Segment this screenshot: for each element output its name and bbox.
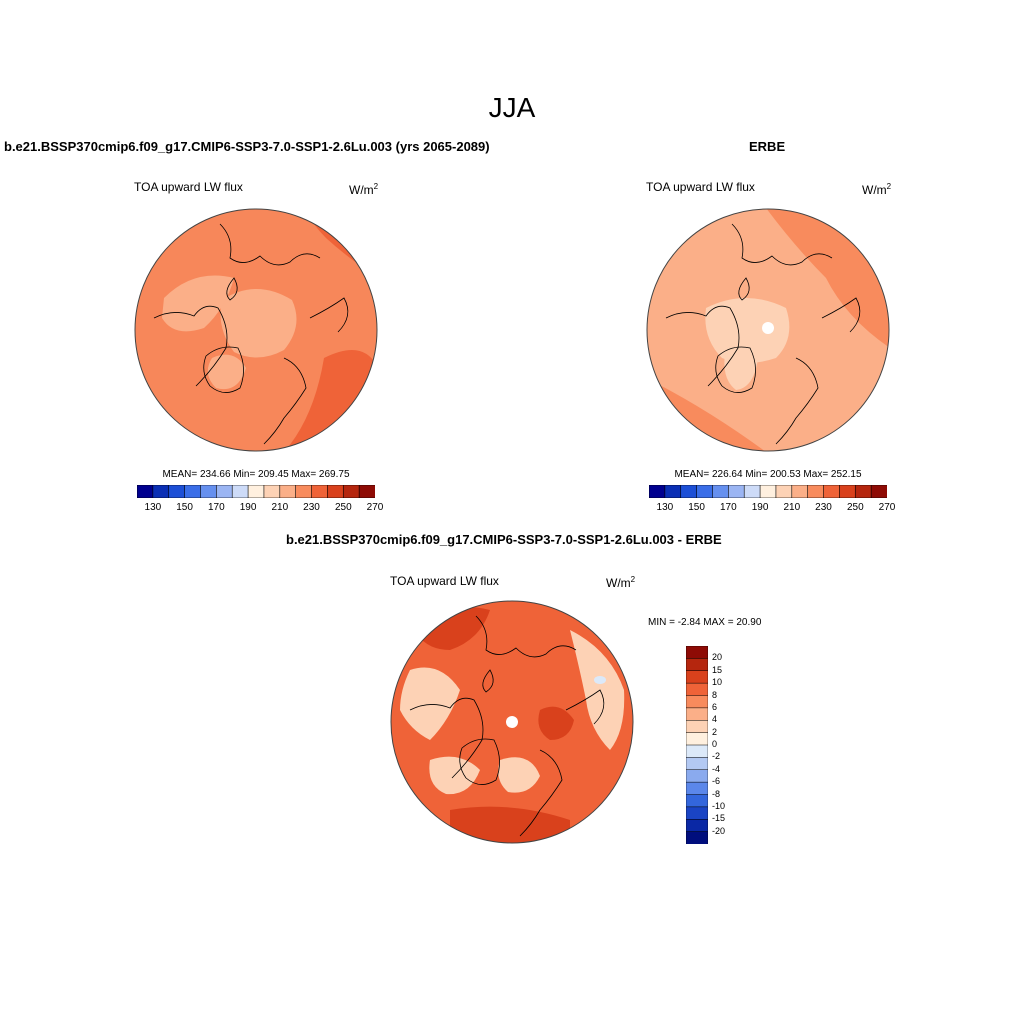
colorbar-swatch [870, 485, 887, 498]
colorbar-swatch [686, 695, 708, 709]
colorbar-tick-label: 8 [712, 689, 718, 700]
colorbar-swatch [686, 658, 708, 672]
colorbar-tick-label: 270 [366, 502, 384, 513]
obs-polar-map [646, 208, 890, 452]
colorbar-tick-label: 10 [712, 677, 723, 688]
colorbar-tick-label: -15 [712, 813, 726, 824]
colorbar-tick-label: 210 [783, 502, 801, 513]
colorbar-swatch [686, 769, 708, 783]
colorbar-tick-label: 130 [656, 502, 674, 513]
colorbar-swatch [686, 670, 708, 684]
colorbar-tick-label: 15 [712, 664, 723, 675]
colorbar-swatch [342, 485, 360, 498]
colorbar-swatch [854, 485, 872, 498]
colorbar-swatch [686, 781, 708, 796]
colorbar-swatch [137, 485, 154, 498]
obs-variable-label: TOA upward LW flux [646, 180, 755, 194]
colorbar-swatch [686, 819, 708, 833]
colorbar-tick-label: -6 [712, 776, 721, 787]
colorbar-swatch [664, 485, 682, 498]
colorbar-tick-label: 250 [334, 502, 352, 513]
colorbar-swatch [686, 646, 708, 659]
colorbar-swatch [649, 485, 666, 498]
colorbar-swatch [775, 485, 793, 498]
diff-units-label: W/m2 [606, 575, 636, 590]
colorbar-swatch [295, 485, 313, 498]
colorbar-swatch [728, 485, 745, 498]
colorbar-tick-label: -2 [712, 751, 721, 762]
colorbar-swatch [168, 485, 186, 498]
colorbar-swatch [686, 720, 708, 734]
colorbar-tick-label: 150 [688, 502, 705, 513]
colorbar-swatch [791, 485, 809, 498]
colorbar-tick-label: -20 [712, 825, 726, 836]
colorbar-swatch [680, 485, 698, 498]
colorbar-swatch [686, 831, 708, 844]
diff-colorbar [686, 646, 708, 844]
diff-panel-title: b.e21.BSSP370cmip6.f09_g17.CMIP6-SSP3-7.… [286, 532, 722, 547]
colorbar-swatch [200, 485, 217, 498]
colorbar-swatch [686, 732, 708, 746]
colorbar-swatch [823, 485, 840, 498]
colorbar-swatch [327, 485, 344, 498]
obs-stats: MEAN= 226.64 Min= 200.53 Max= 252.15 [674, 469, 862, 480]
diff-stats: MIN = -2.84 MAX = 20.90 [648, 617, 762, 628]
colorbar-tick-label: 230 [303, 502, 320, 513]
model-polar-map [134, 208, 378, 452]
diff-polar-map [390, 600, 634, 844]
colorbar-swatch [247, 485, 265, 498]
obs-colorbar-labels: 130 150 170 190 210 230 250 270 [649, 502, 896, 514]
colorbar-tick-label: -8 [712, 788, 721, 799]
model-colorbar [137, 485, 375, 498]
colorbar-swatch [279, 485, 297, 498]
colorbar-tick-label: -4 [712, 763, 721, 774]
model-stats: MEAN= 234.66 Min= 209.45 Max= 269.75 [162, 469, 350, 480]
colorbar-swatch [358, 485, 375, 498]
colorbar-tick-label: 150 [176, 502, 193, 513]
model-colorbar-labels: 130 150 170 190 210 230 250 270 [137, 502, 384, 514]
colorbar-tick-label: 170 [719, 502, 737, 513]
model-units-label: W/m2 [349, 182, 379, 197]
figure-title: JJA [488, 92, 536, 123]
colorbar-swatch [311, 485, 328, 498]
colorbar-swatch [686, 744, 708, 758]
colorbar-tick-label: 0 [712, 739, 718, 749]
colorbar-tick-label: 230 [815, 502, 832, 513]
colorbar-tick-label: 190 [751, 502, 769, 513]
colorbar-swatch [231, 485, 249, 498]
colorbar-swatch [696, 485, 714, 498]
colorbar-swatch [216, 485, 233, 498]
obs-panel-title: ERBE [749, 139, 786, 154]
model-panel-title: b.e21.BSSP370cmip6.f09_g17.CMIP6-SSP3-7.… [4, 139, 490, 154]
colorbar-tick-label: 250 [846, 502, 864, 513]
colorbar-tick-label: 20 [712, 652, 723, 663]
colorbar-swatch [686, 707, 708, 721]
obs-colorbar [649, 485, 887, 498]
colorbar-tick-label: 2 [712, 726, 718, 737]
model-variable-label: TOA upward LW flux [134, 180, 243, 194]
colorbar-tick-label: 190 [239, 502, 257, 513]
colorbar-swatch [263, 485, 281, 498]
colorbar-swatch [686, 794, 708, 808]
colorbar-tick-label: 6 [712, 701, 718, 712]
colorbar-swatch [686, 757, 708, 771]
colorbar-swatch [807, 485, 825, 498]
colorbar-swatch [686, 682, 708, 697]
colorbar-tick-label: 170 [207, 502, 225, 513]
colorbar-tick-label: 210 [271, 502, 289, 513]
diff-variable-label: TOA upward LW flux [390, 574, 499, 588]
colorbar-swatch [839, 485, 856, 498]
colorbar-swatch [184, 485, 202, 498]
colorbar-tick-label: 130 [144, 502, 162, 513]
colorbar-swatch [743, 485, 761, 498]
colorbar-tick-label: 270 [878, 502, 896, 513]
colorbar-tick-label: 4 [712, 714, 718, 725]
colorbar-tick-label: -10 [712, 800, 726, 811]
obs-units-label: W/m2 [862, 182, 892, 197]
colorbar-swatch [759, 485, 777, 498]
colorbar-swatch [712, 485, 729, 498]
colorbar-swatch [686, 806, 708, 820]
colorbar-swatch [152, 485, 170, 498]
